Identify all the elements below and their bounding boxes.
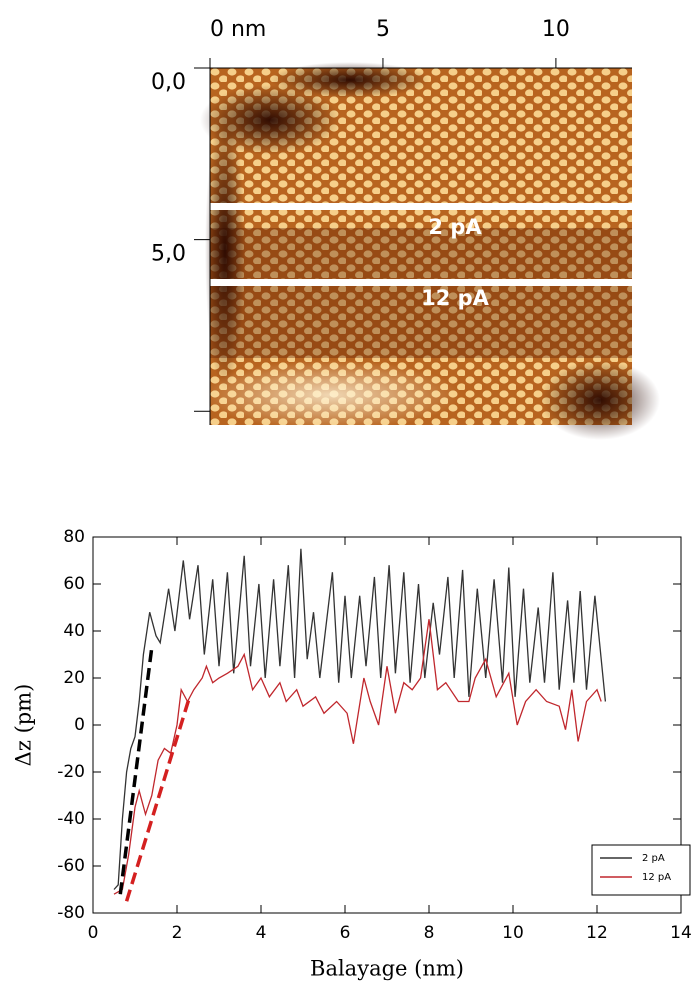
x-tick-label: 0 — [88, 923, 99, 943]
y-tick-label: -80 — [57, 903, 85, 923]
shade — [540, 360, 660, 440]
y-tick-label: 5,0 — [151, 242, 186, 267]
y-tick-label: -40 — [57, 809, 85, 829]
y-tick-label: -20 — [57, 762, 85, 782]
series-line — [113, 548, 607, 890]
x-tick-label: 5 — [376, 17, 390, 42]
legend-box — [591, 844, 691, 896]
x-axis-label: Balayage (nm) — [310, 957, 464, 981]
x-tick-label: 12 — [586, 923, 608, 943]
shade — [210, 228, 632, 358]
annotation: 12 pA — [421, 286, 490, 310]
x-tick-label: 2 — [172, 923, 183, 943]
x-tick-label: 14 — [670, 923, 692, 943]
series-line — [113, 619, 602, 895]
annotation: 2 pA — [428, 215, 482, 239]
scan-line — [210, 279, 632, 286]
x-tick-label: 6 — [340, 923, 351, 943]
y-tick-label: -60 — [57, 856, 85, 876]
fit-line — [118, 647, 154, 895]
shade — [270, 62, 430, 98]
stm-image — [200, 62, 660, 440]
y-tick-label: 0 — [74, 715, 85, 735]
y-tick-label: 60 — [63, 574, 85, 594]
scan-line — [210, 203, 632, 210]
x-tick-label: 10 — [502, 923, 524, 943]
x-tick-label: 10 — [542, 17, 570, 42]
shade — [205, 110, 245, 390]
y-axis-label: Δz (pm) — [12, 684, 36, 767]
y-tick-label: 20 — [63, 668, 85, 688]
x-tick-label: 8 — [424, 923, 435, 943]
y-tick-label: 80 — [63, 527, 85, 547]
shade — [200, 360, 460, 430]
y-tick-label: 0,0 — [151, 70, 186, 95]
x-tick-label: 0 nm — [210, 17, 266, 42]
legend-label: 12 pA — [642, 872, 671, 883]
y-tick-label: 40 — [63, 621, 85, 641]
legend-label: 2 pA — [642, 853, 665, 864]
x-tick-label: 4 — [256, 923, 267, 943]
